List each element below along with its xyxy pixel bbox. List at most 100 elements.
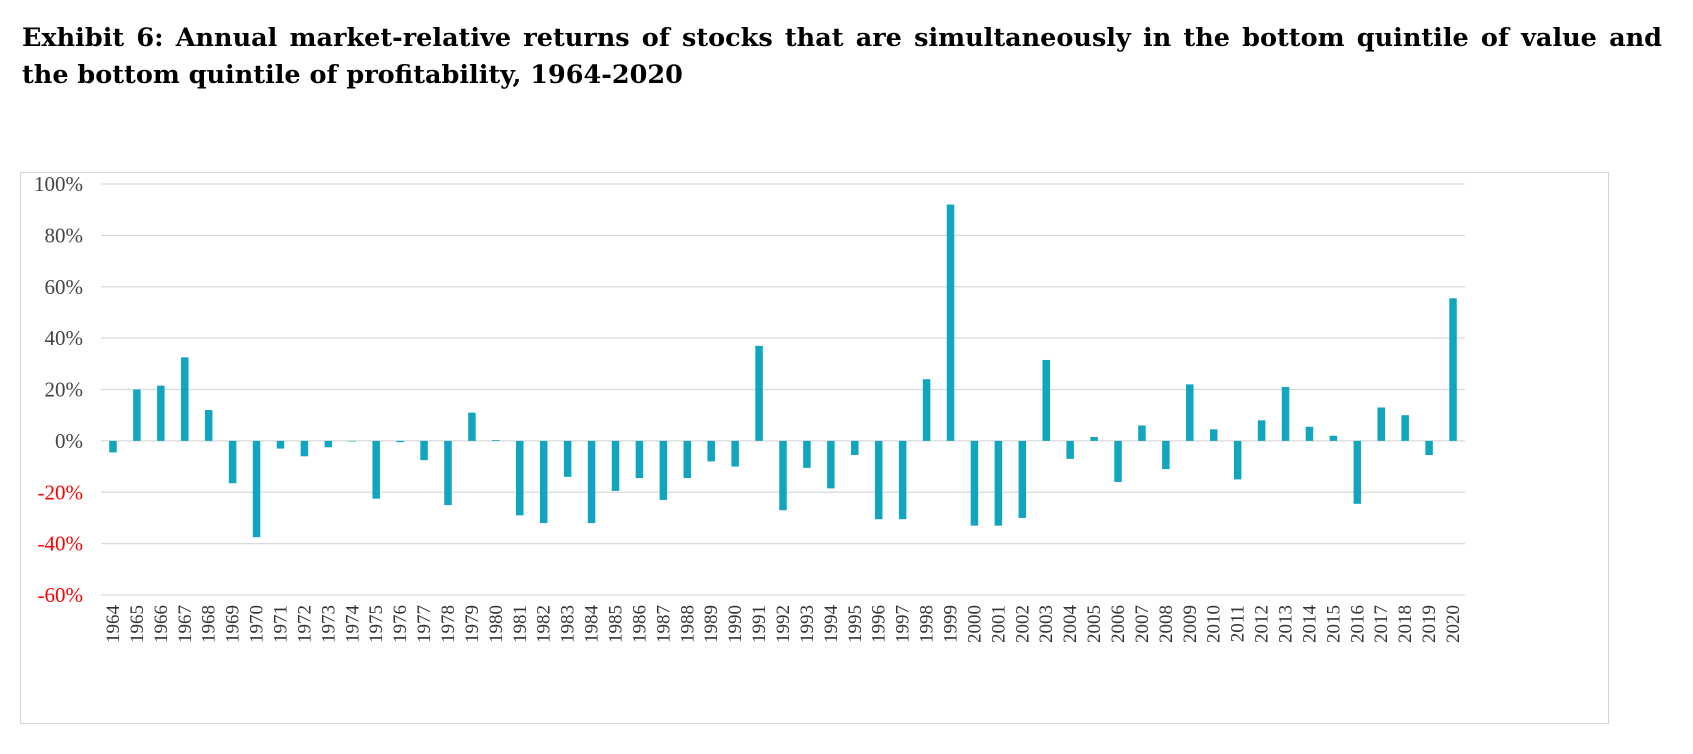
- x-tick-label: 1989: [701, 605, 722, 643]
- bar-2014: [1305, 426, 1314, 441]
- bar-1996: [874, 440, 883, 520]
- bar-1964: [109, 440, 117, 453]
- x-tick-label: 1985: [605, 605, 626, 643]
- bar-1979: [468, 412, 476, 441]
- bar-1971: [276, 440, 285, 449]
- bar-2001: [994, 440, 1003, 526]
- bar-1967: [181, 357, 189, 441]
- bar-2011: [1233, 440, 1242, 480]
- x-tick-label: 1991: [749, 605, 770, 643]
- x-tick-label: 1993: [797, 605, 818, 643]
- x-tick-label: 2016: [1347, 605, 1368, 643]
- x-tick-label: 1990: [725, 605, 746, 643]
- x-tick-label: 2001: [988, 605, 1009, 643]
- x-tick-label: 1974: [342, 605, 363, 644]
- bar-2019: [1425, 440, 1433, 456]
- x-tick-label: 1994: [821, 605, 842, 644]
- bar-2005: [1090, 437, 1098, 441]
- x-tick-label: 2012: [1252, 605, 1273, 643]
- bar-2000: [970, 440, 979, 526]
- bar-1987: [659, 440, 668, 500]
- bar-2003: [1042, 359, 1050, 441]
- x-tick-label: 1998: [917, 605, 938, 643]
- bar-1985: [611, 440, 620, 491]
- y-axis-labels: 100% 80% 60% 40% 20% 0% -20% -40% -60%: [34, 173, 83, 607]
- x-tick-label: 2014: [1299, 605, 1320, 644]
- gridlines: [101, 183, 1465, 596]
- bar-1986: [635, 440, 644, 479]
- bars: [109, 204, 1457, 538]
- x-tick-label: 1983: [558, 605, 579, 643]
- x-tick-label: 1965: [127, 605, 148, 643]
- bar-1994: [827, 440, 835, 489]
- x-tick-label: 1995: [845, 605, 866, 643]
- y-tick-label: 20%: [45, 378, 84, 402]
- y-tick-label: 100%: [34, 173, 83, 196]
- x-tick-label: 2000: [964, 605, 985, 643]
- bar-1977: [420, 440, 428, 461]
- x-tick-label: 1976: [390, 605, 411, 643]
- bar-1995: [851, 440, 859, 456]
- bar-2017: [1377, 407, 1385, 441]
- bar-1966: [157, 385, 165, 441]
- x-tick-label: 1973: [318, 605, 339, 643]
- x-tick-label: 1978: [438, 605, 459, 643]
- bar-2002: [1018, 440, 1027, 518]
- y-tick-label: -60%: [38, 583, 84, 607]
- x-tick-label: 1975: [366, 605, 387, 643]
- x-axis-labels: 1964 1965 1966 1967 1968 1969 1970 1971 1972 1973…: [103, 605, 1464, 644]
- x-tick-label: 1996: [869, 605, 890, 643]
- bar-2007: [1138, 425, 1146, 441]
- bar-1989: [707, 440, 715, 462]
- bar-1992: [779, 440, 787, 511]
- y-tick-label: -40%: [38, 532, 84, 556]
- bar-1970: [252, 440, 261, 538]
- bar-2006: [1114, 440, 1122, 482]
- x-tick-label: 1997: [893, 605, 914, 643]
- bar-1976: [396, 440, 404, 443]
- y-tick-label: 40%: [45, 326, 84, 350]
- x-tick-label: 2010: [1204, 605, 1225, 643]
- bar-1968: [204, 410, 213, 441]
- x-tick-label: 2018: [1395, 605, 1416, 643]
- x-tick-label: 2017: [1371, 605, 1392, 643]
- x-tick-label: 1977: [414, 605, 435, 643]
- x-tick-label: 2008: [1156, 605, 1177, 643]
- x-tick-label: 2019: [1419, 605, 1440, 643]
- bar-1988: [683, 440, 692, 479]
- x-tick-label: 1980: [486, 605, 507, 643]
- x-tick-label: 1981: [510, 605, 531, 643]
- bar-2018: [1401, 415, 1409, 441]
- bar-2010: [1209, 429, 1218, 441]
- x-tick-label: 2006: [1108, 605, 1129, 643]
- bar-2020: [1449, 298, 1457, 441]
- x-tick-label: 2013: [1276, 605, 1297, 643]
- x-tick-label: 1970: [247, 605, 268, 643]
- x-tick-label: 1964: [103, 605, 124, 644]
- bar-1993: [803, 440, 811, 468]
- chart-container: 100% 80% 60% 40% 20% 0% -20% -40% -60% 1964 1965 1…: [20, 172, 1609, 724]
- x-tick-label: 1969: [223, 605, 244, 643]
- x-tick-label: 1968: [199, 605, 220, 643]
- bar-2015: [1329, 435, 1338, 441]
- bar-1975: [372, 440, 380, 499]
- bar-1980: [492, 440, 500, 441]
- x-tick-label: 2020: [1443, 605, 1464, 643]
- x-tick-label: 1982: [534, 605, 555, 643]
- bar-1965: [133, 389, 141, 441]
- bar-1991: [755, 345, 763, 441]
- bar-2008: [1162, 440, 1170, 470]
- x-tick-label: 2011: [1228, 605, 1249, 642]
- bar-1978: [444, 440, 452, 506]
- x-tick-label: 1999: [941, 605, 962, 643]
- x-tick-label: 2002: [1012, 605, 1033, 643]
- x-tick-label: 1987: [653, 605, 674, 643]
- bar-2013: [1281, 386, 1290, 441]
- x-tick-label: 2004: [1060, 605, 1081, 644]
- bar-1984: [587, 440, 596, 524]
- x-tick-label: 1988: [677, 605, 698, 643]
- x-tick-label: 2009: [1180, 605, 1201, 643]
- x-tick-label: 1966: [151, 605, 172, 643]
- x-tick-label: 1979: [462, 605, 483, 643]
- y-tick-label: -20%: [38, 480, 84, 504]
